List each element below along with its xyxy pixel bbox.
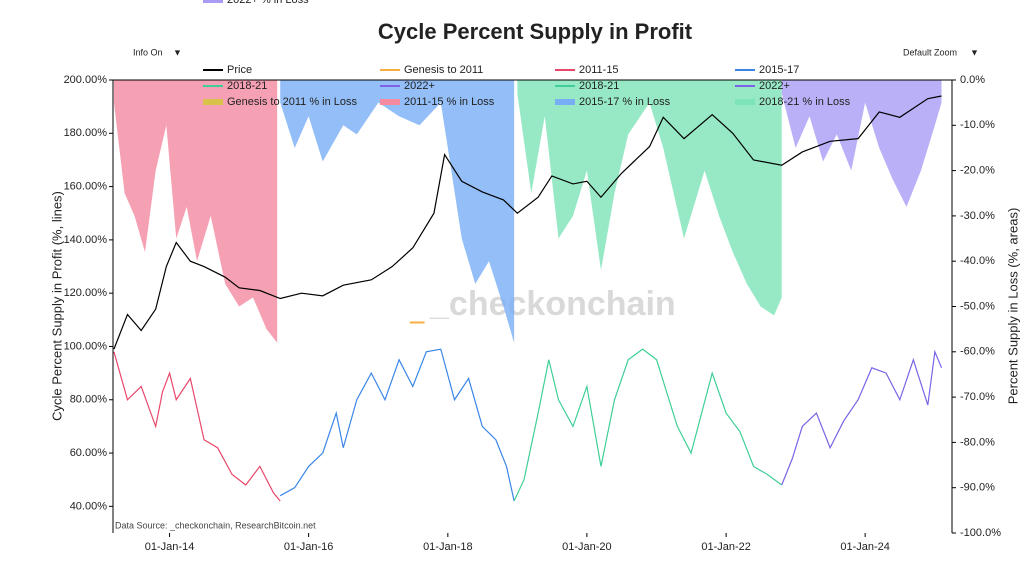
watermark: _checkonchain [429,285,676,323]
legend-label: 2018-21 [227,80,267,92]
y2-tick-label: -90.0% [960,482,995,494]
loss-area [113,80,278,343]
y-tick-label: 160.00% [64,180,108,192]
x-tick-label: 01-Jan-18 [423,541,473,553]
legend-label: 2018-21 % in Loss [759,96,851,108]
info-toggle[interactable]: Info On [133,47,163,57]
y2-tick-label: -40.0% [960,255,995,267]
y-tick-label: 200.00% [64,74,108,86]
y-tick-label: 40.00% [70,500,108,512]
y2-tick-label: -80.0% [960,436,995,448]
info-arrow[interactable]: ▼ [173,47,182,57]
y-tick-label: 120.00% [64,287,108,299]
y2-tick-label: -10.0% [960,119,995,131]
y-tick-label: 60.00% [70,447,108,459]
legend-label: Genesis to 2011 % in Loss [227,96,358,108]
legend-label: 2015-17 % in Loss [579,96,671,108]
legend-label: Genesis to 2011 [404,64,483,76]
zoom-select[interactable]: Default Zoom [903,47,957,57]
y2-axis-title: Percent Supply in Loss (%, areas) [1005,208,1020,405]
legend-label: 2011-15 [579,64,619,76]
y2-tick-label: -100.0% [960,527,1001,539]
y-tick-label: 100.00% [64,340,108,352]
x-tick-label: 01-Jan-22 [701,541,751,553]
legend-label: 2011-15 % in Loss [404,96,495,108]
y2-tick-label: -20.0% [960,165,995,177]
loss-area [280,80,515,343]
y2-tick-label: -70.0% [960,391,995,403]
loss-area [517,80,782,316]
series-line [781,349,943,486]
series-line [113,351,281,502]
x-tick-label: 01-Jan-24 [840,541,890,553]
y-tick-label: 80.00% [70,394,108,406]
chart-title: Cycle Percent Supply in Profit [378,19,693,44]
legend-label: 2022+ % in Loss [227,0,309,6]
data-source: Data Source: _checkonchain, ResearchBitc… [115,520,316,530]
legend-label: 2018-21 [579,80,619,92]
loss-area [781,80,942,207]
legend-label: Price [227,64,252,76]
series-line [513,348,783,502]
y-axis-title: Cycle Percent Supply in Profit (%, lines… [49,191,64,421]
legend-label: 2022+ [404,80,435,92]
x-tick-label: 01-Jan-14 [145,541,195,553]
y2-tick-label: 0.0% [960,74,985,86]
y2-tick-label: -30.0% [960,210,995,222]
y-tick-label: 140.00% [64,234,108,246]
y2-tick-label: -60.0% [960,346,995,358]
y2-tick-label: -50.0% [960,300,995,312]
legend-label: 2022+ [759,80,790,92]
legend-label: 2015-17 [759,64,799,76]
series-line [113,95,942,350]
zoom-arrow[interactable]: ▼ [970,47,979,57]
x-tick-label: 01-Jan-20 [562,541,612,553]
y-tick-label: 180.00% [64,127,108,139]
series-line [279,348,515,502]
x-tick-label: 01-Jan-16 [284,541,334,553]
